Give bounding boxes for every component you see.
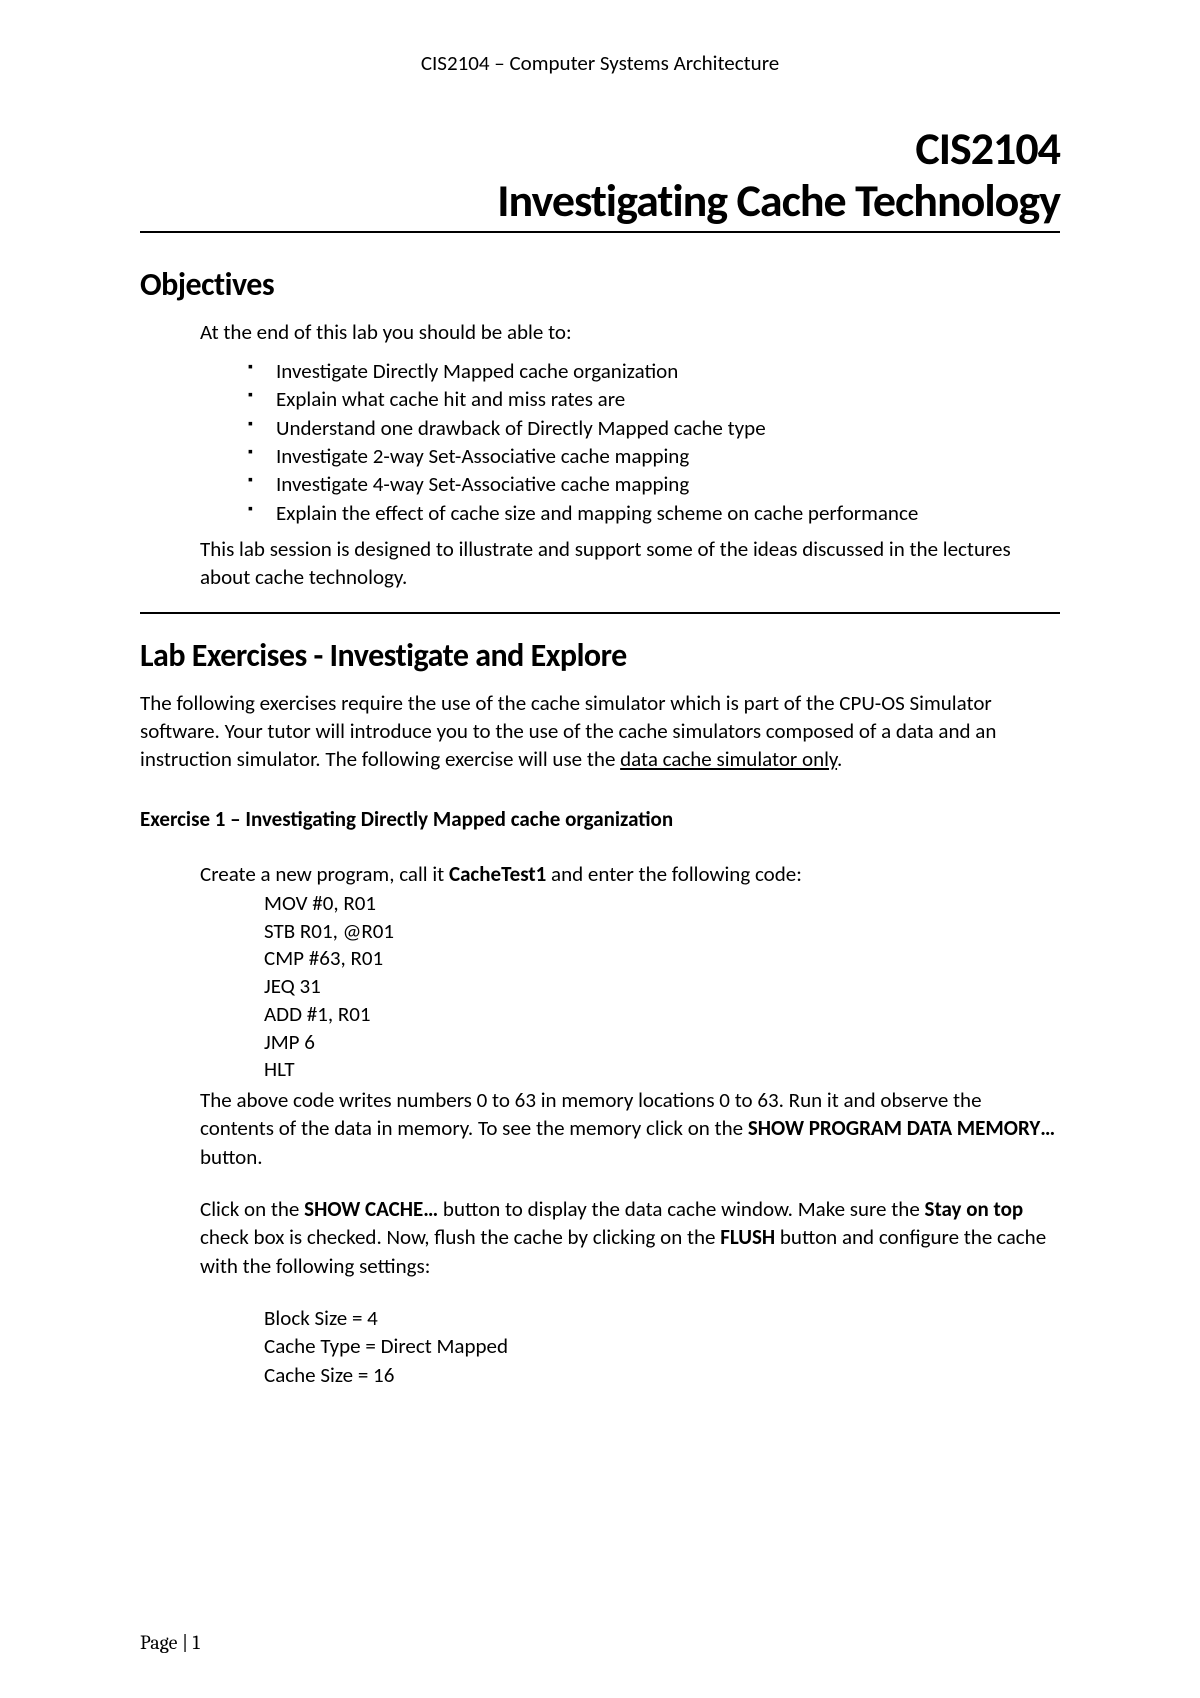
title-code: CIS2104 [140,124,1060,175]
setting-line: Cache Type = Direct Mapped [264,1332,1060,1360]
code-line: CMP #63, R01 [264,945,1060,973]
code-line: JEQ 31 [264,973,1060,1001]
title-block: CIS2104 Investigating Cache Technology [140,124,1060,233]
code-line: STB R01, @R01 [264,918,1060,946]
objectives-heading: Objectives [140,265,1060,304]
lab-intro: The following exercises require the use … [140,689,1060,774]
para3-b2: Stay on top [925,1196,1024,1222]
list-item: Explain the effect of cache size and map… [248,499,1060,527]
objectives-list: Investigate Directly Mapped cache organi… [248,357,1060,527]
para3-b1: SHOW CACHE… [304,1196,438,1222]
exercise1-para3: Click on the SHOW CACHE… button to displ… [200,1195,1060,1280]
code-line: ADD #1, R01 [264,1001,1060,1029]
list-item: Explain what cache hit and miss rates ar… [248,385,1060,413]
list-item: Investigate 2-way Set-Associative cache … [248,442,1060,470]
list-item: Investigate 4-way Set-Associative cache … [248,470,1060,498]
lab-intro-underlined: data cache simulator only [620,746,837,772]
lab-heading: Lab Exercises - Investigate and Explore [140,636,1060,675]
lab-intro-post: . [837,746,842,772]
code-line: JMP 6 [264,1029,1060,1057]
para3-seg2: button to display the data cache window.… [438,1196,924,1222]
objectives-intro: At the end of this lab you should be abl… [200,318,1060,346]
para2-post: button. [200,1144,263,1170]
para2-bold: SHOW PROGRAM DATA MEMORY… [748,1115,1055,1141]
settings-block: Block Size = 4 Cache Type = Direct Mappe… [264,1304,1060,1389]
create-bold: CacheTest1 [449,861,546,887]
code-block: MOV #0, R01 STB R01, @R01 CMP #63, R01 J… [264,890,1060,1084]
list-item: Investigate Directly Mapped cache organi… [248,357,1060,385]
lab-intro-pre: The following exercises require the use … [140,690,996,773]
code-line: MOV #0, R01 [264,890,1060,918]
exercise1-create: Create a new program, call it CacheTest1… [200,860,1060,888]
document-page: CIS2104 – Computer Systems Architecture … [0,0,1200,1429]
exercise1-para2: The above code writes numbers 0 to 63 in… [200,1086,1060,1171]
list-item: Understand one drawback of Directly Mapp… [248,414,1060,442]
code-line: HLT [264,1056,1060,1084]
setting-line: Cache Size = 16 [264,1361,1060,1389]
create-post: and enter the following code: [546,861,802,887]
title-main: Investigating Cache Technology [140,175,1060,228]
page-footer: Page | 1 [140,1631,200,1654]
divider [140,612,1060,614]
course-header: CIS2104 – Computer Systems Architecture [140,50,1060,76]
para3-seg1: Click on the [200,1196,304,1222]
setting-line: Block Size = 4 [264,1304,1060,1332]
para3-b3: FLUSH [720,1224,775,1250]
exercise1-body: Create a new program, call it CacheTest1… [200,860,1060,1389]
objectives-outro: This lab session is designed to illustra… [200,535,1060,592]
exercise1-title: Exercise 1 – Investigating Directly Mapp… [140,806,1060,832]
create-pre: Create a new program, call it [200,861,449,887]
para3-seg3: check box is checked. Now, flush the cac… [200,1224,720,1250]
objectives-block: At the end of this lab you should be abl… [200,318,1060,591]
